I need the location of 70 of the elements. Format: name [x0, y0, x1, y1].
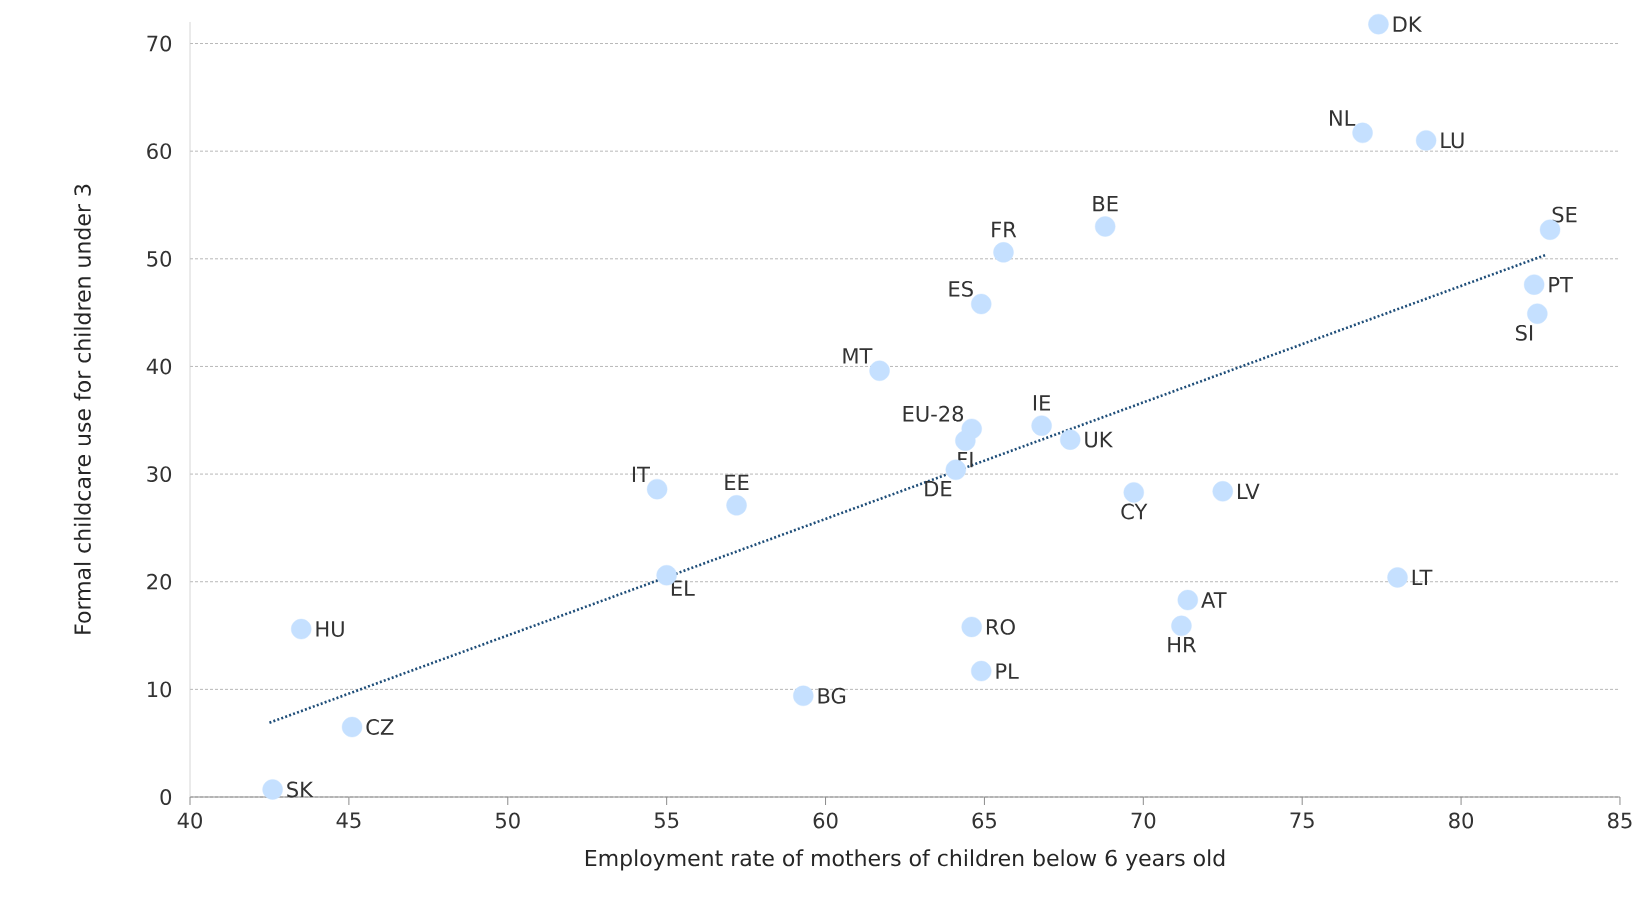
y-tick-label: 40 [146, 358, 172, 375]
point [726, 495, 747, 516]
annotation: PL [996, 663, 1019, 679]
point [1171, 615, 1192, 637]
annotation: SK [287, 781, 314, 798]
y-tick-label: 20 [147, 573, 172, 590]
annotation: MT [843, 348, 873, 364]
x-tick-label: 80 [1449, 812, 1474, 829]
x-tick-label: 60 [813, 812, 838, 829]
annotation: LU [1441, 132, 1464, 149]
point [971, 660, 992, 682]
annotation: HU [316, 621, 344, 637]
annotation: EU-28 [903, 405, 964, 422]
x-tick-label: 85 [1608, 812, 1632, 829]
y-tick-label: 30 [147, 466, 172, 483]
y-tick-label: 60 [147, 143, 172, 160]
point [793, 685, 814, 707]
x-tick-label: 75 [1290, 812, 1314, 829]
point [1177, 589, 1198, 611]
point [971, 293, 992, 315]
annotation: HR [1168, 637, 1197, 653]
x-axis-title: Employment rate of mothers of children below 6 years old [585, 849, 1225, 871]
point [341, 716, 363, 738]
annotation: EL [671, 580, 695, 596]
point [1094, 216, 1116, 237]
y-tick-label: 10 [148, 681, 172, 698]
point [1031, 415, 1052, 436]
point [1368, 13, 1389, 35]
point [262, 779, 283, 800]
annotation: DK [1393, 16, 1423, 32]
annotation: FR [992, 221, 1017, 238]
point [291, 618, 312, 640]
annotation: ES [949, 280, 973, 297]
annotation: AT [1201, 592, 1227, 608]
annotation: SI [1515, 324, 1533, 341]
annotation: IE [1033, 395, 1050, 411]
point [961, 616, 982, 638]
y-tick-label: 50 [147, 250, 172, 267]
point [1123, 482, 1144, 503]
annotation: LT [1412, 569, 1433, 586]
x-tick-label: 55 [654, 812, 679, 829]
x-tick-label: 45 [336, 812, 361, 829]
annotation: NL [1330, 110, 1356, 126]
annotation: DE [925, 480, 952, 497]
annotation: PT [1549, 276, 1573, 293]
point [993, 242, 1014, 263]
annotation: CZ [366, 719, 394, 735]
y-tick-label: 0 [160, 789, 172, 805]
annotation: LV [1238, 483, 1260, 499]
annotation: EE [725, 474, 749, 491]
x-tick-label: 65 [972, 812, 996, 829]
point [1523, 274, 1545, 295]
x-tick-label: 70 [1131, 812, 1156, 829]
point [955, 430, 976, 451]
annotation: IT [632, 466, 650, 482]
annotation: UK [1085, 431, 1113, 448]
annotation: SE [1552, 206, 1577, 223]
annotation: BG [818, 687, 846, 704]
annotation: RO [986, 618, 1015, 635]
point [1387, 567, 1408, 588]
point [1212, 481, 1233, 502]
x-tick-label: 40 [177, 812, 202, 829]
point [1415, 130, 1437, 151]
point [1527, 303, 1548, 324]
annotation: CY [1121, 503, 1148, 520]
y-axis-title: Formal childcare use for children under 3 [73, 184, 91, 634]
annotation: BE [1093, 196, 1118, 212]
point [1060, 429, 1081, 450]
x-tick-label: 50 [496, 812, 520, 829]
y-tick-label: 70 [147, 35, 172, 52]
